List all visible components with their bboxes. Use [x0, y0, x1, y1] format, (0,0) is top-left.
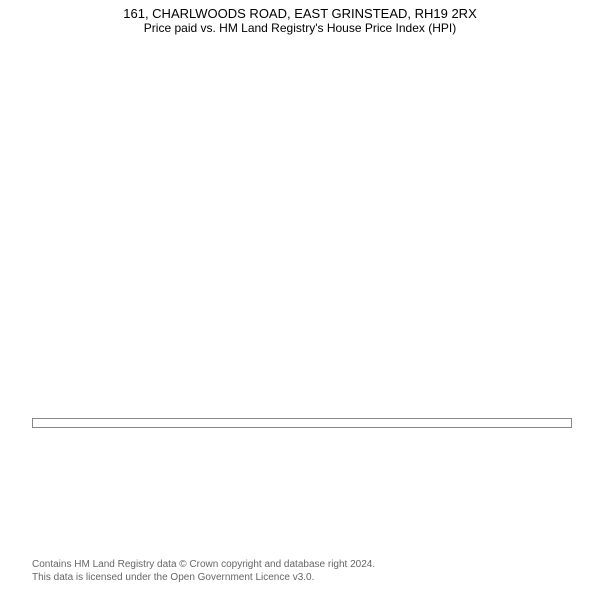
- chart-title: 161, CHARLWOODS ROAD, EAST GRINSTEAD, RH…: [0, 0, 600, 21]
- footer-line-1: Contains HM Land Registry data © Crown c…: [32, 558, 375, 571]
- legend: [32, 418, 572, 428]
- chart-svg: [40, 48, 340, 198]
- chart-area: [40, 48, 585, 388]
- footer-attribution: Contains HM Land Registry data © Crown c…: [32, 558, 375, 584]
- footer-line-2: This data is licensed under the Open Gov…: [32, 571, 375, 584]
- chart-subtitle: Price paid vs. HM Land Registry's House …: [0, 21, 600, 39]
